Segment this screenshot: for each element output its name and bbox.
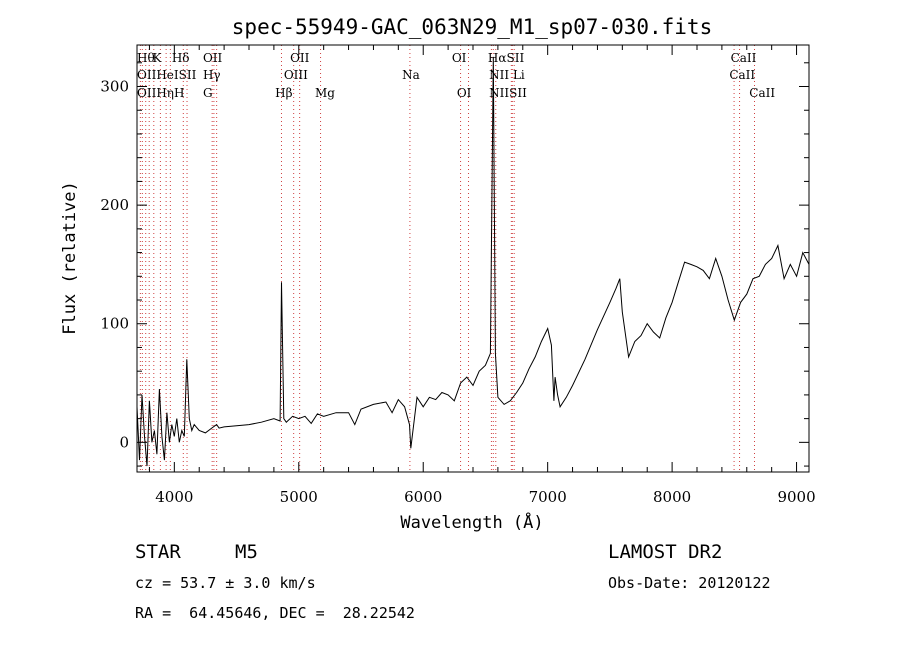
x-axis-label: Wavelength (Å)	[400, 511, 543, 533]
emission-line-label: OI	[452, 51, 467, 65]
survey-name: LAMOST DR2	[608, 541, 723, 563]
emission-line-label: HαSII	[488, 51, 525, 65]
emission-line-label: Hγ	[203, 68, 221, 82]
emission-line-label: OII	[203, 51, 223, 65]
spectrum-series	[136, 56, 810, 467]
emission-line-label: NII Li	[489, 68, 525, 82]
x-tick-label: 6000	[404, 488, 442, 506]
emission-line-label: Hθ	[137, 51, 155, 65]
emission-line-label: Na	[402, 68, 420, 82]
y-tick-label: 100	[100, 315, 129, 333]
emission-line-label: CaII	[729, 68, 755, 82]
emission-line-label: Hδ	[172, 51, 190, 65]
emission-line-label: CaII	[749, 86, 775, 100]
x-tick-label: 8000	[653, 488, 691, 506]
x-tick-label: 5000	[280, 488, 318, 506]
x-tick-label: 9000	[777, 488, 815, 506]
y-tick-label: 0	[119, 433, 129, 451]
emission-line-markers	[139, 45, 755, 472]
chart-title: spec-55949-GAC_063N29_M1_sp07-030.fits	[232, 15, 712, 39]
redshift-velocity: cz = 53.7 ± 3.0 km/s	[135, 574, 316, 592]
object-class: STAR	[135, 541, 181, 563]
emission-line-label: NIISII	[489, 86, 527, 100]
emission-line-labels: HθK Hδ OII OII OI HαSII CaII OIIHeISII Hγ OIII Na N…	[137, 51, 775, 100]
emission-line-label: Hβ	[275, 86, 292, 100]
x-tick-label: 7000	[529, 488, 567, 506]
x-axis: 4000 5000 6000 7000 8000 9000	[148, 45, 816, 506]
y-tick-label: 300	[100, 78, 129, 96]
observation-date: Obs-Date: 20120122	[608, 574, 771, 592]
emission-line-label: Mg	[315, 86, 335, 100]
spectrum-line	[136, 56, 810, 467]
object-subclass: M5	[235, 541, 258, 563]
x-tick-label: 4000	[155, 488, 193, 506]
emission-line-label: OII	[290, 51, 310, 65]
emission-line-label: G	[203, 86, 213, 100]
y-axis: 0 100 200 300	[100, 62, 809, 467]
plot-frame	[136, 44, 810, 473]
y-tick-label: 200	[100, 196, 129, 214]
emission-line-label: K	[153, 51, 163, 65]
sky-coordinates: RA = 64.45646, DEC = 28.22542	[135, 604, 415, 622]
emission-line-label: OIIHeISII	[137, 68, 197, 82]
y-axis-label: Flux (relative)	[60, 181, 80, 335]
emission-line-label: CaII	[731, 51, 757, 65]
emission-line-label: OI	[457, 86, 472, 100]
emission-line-label: OIIHηH	[137, 86, 184, 100]
emission-line-label: OIII	[284, 68, 308, 82]
